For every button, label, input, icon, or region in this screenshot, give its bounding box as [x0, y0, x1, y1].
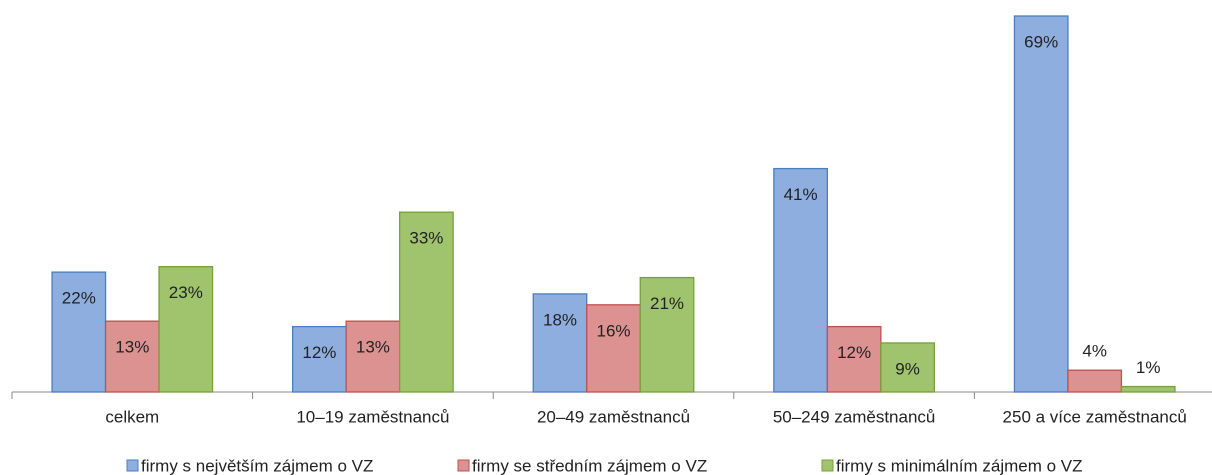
x-tick-label: celkem — [105, 407, 159, 426]
bar — [586, 304, 641, 393]
bar — [773, 167, 828, 393]
value-label: 1% — [1136, 358, 1161, 377]
value-label: 9% — [895, 359, 920, 378]
value-label: 22% — [62, 289, 96, 308]
value-label: 21% — [650, 294, 684, 313]
value-label: 16% — [596, 321, 630, 340]
value-label: 13% — [356, 338, 390, 357]
value-label: 33% — [409, 229, 443, 248]
value-label: 23% — [169, 283, 203, 302]
value-label: 69% — [1024, 32, 1058, 51]
x-tick-label: 250 a více zaměstnanců — [1003, 407, 1187, 426]
value-label: 12% — [302, 343, 336, 362]
legend-swatch — [457, 459, 470, 472]
x-tick-label: 10–19 zaměstnanců — [296, 407, 449, 426]
legend-swatch — [126, 459, 139, 472]
legend-label: firmy s minimálním zájmem o VZ — [836, 456, 1083, 475]
bar — [880, 342, 935, 393]
value-label: 4% — [1082, 342, 1107, 361]
x-tick-label: 50–249 zaměstnanců — [773, 407, 936, 426]
bar — [345, 320, 401, 393]
legend-label: firmy se středním zájmem o VZ — [472, 456, 707, 475]
bar — [291, 325, 347, 393]
x-tick-label: 20–49 zaměstnanců — [537, 407, 690, 426]
bar — [398, 211, 454, 393]
value-label: 13% — [115, 338, 149, 357]
bar — [826, 325, 882, 393]
bar — [532, 293, 588, 393]
bar — [1067, 369, 1123, 393]
bar — [51, 271, 107, 393]
value-label: 12% — [837, 343, 871, 362]
legend-label: firmy s největším zájmem o VZ — [141, 456, 373, 475]
bar — [639, 276, 695, 393]
legend-swatch — [821, 459, 834, 472]
value-label: 41% — [784, 185, 818, 204]
bar — [1120, 385, 1176, 393]
bar — [1013, 15, 1069, 393]
value-label: 18% — [543, 310, 577, 329]
bar — [158, 266, 214, 393]
